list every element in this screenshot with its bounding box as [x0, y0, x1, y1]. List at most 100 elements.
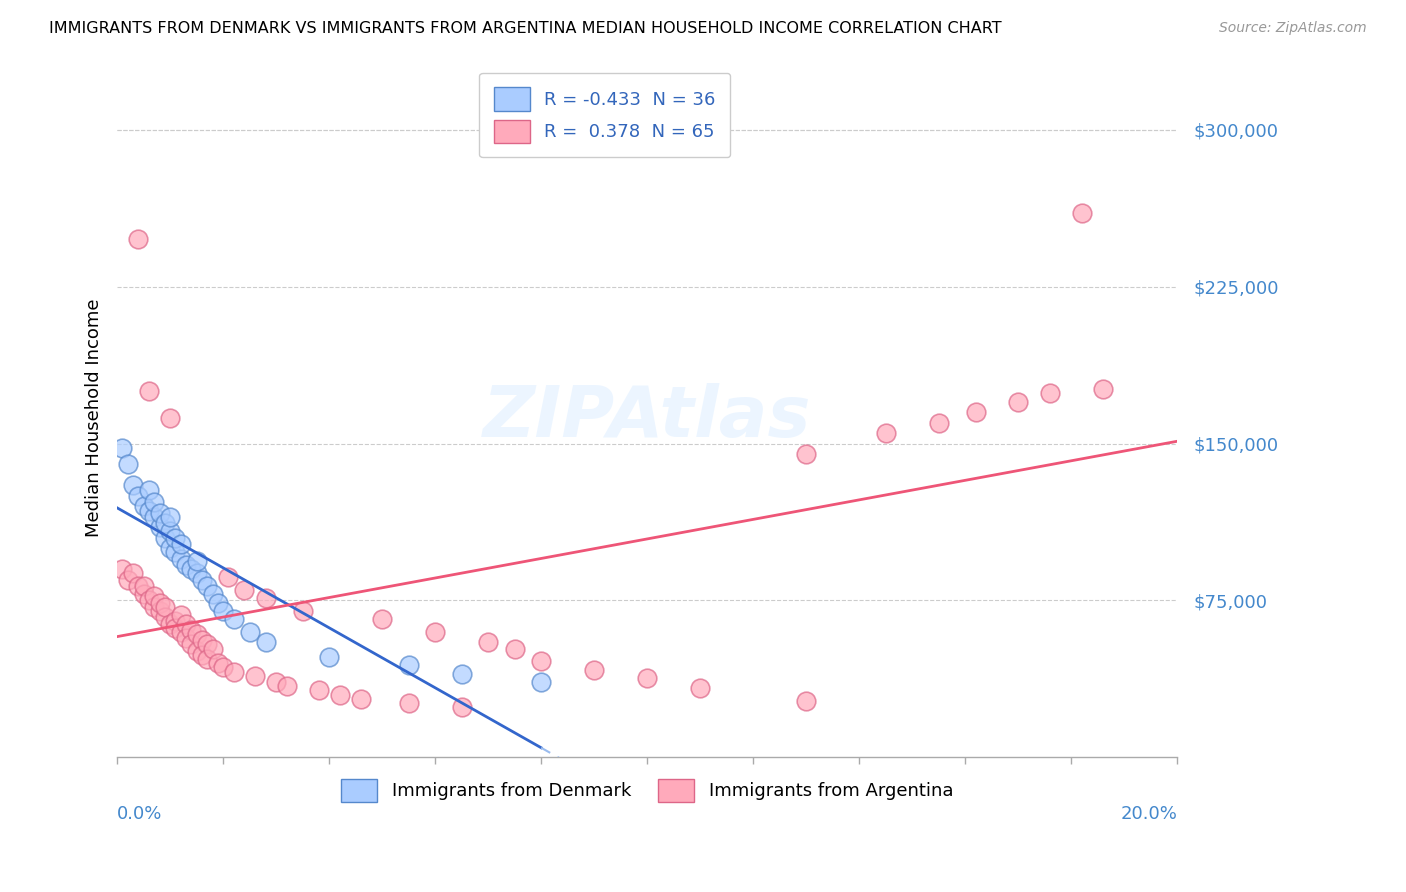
Point: [122, 478, 145, 492]
Point: [1007, 394, 1029, 409]
Point: [149, 506, 172, 520]
Point: [143, 509, 166, 524]
Point: [875, 426, 897, 441]
Point: [450, 700, 472, 714]
Point: [222, 612, 245, 626]
Point: [132, 579, 155, 593]
Text: 20.0%: 20.0%: [1121, 805, 1177, 823]
Point: [186, 554, 208, 568]
Point: [159, 509, 181, 524]
Point: [233, 582, 256, 597]
Point: [276, 679, 298, 693]
Point: [174, 631, 197, 645]
Point: [477, 635, 499, 649]
Point: [191, 648, 214, 662]
Point: [186, 643, 208, 657]
Point: [174, 558, 197, 572]
Point: [127, 231, 149, 245]
Point: [423, 624, 446, 639]
Point: [143, 599, 166, 614]
Point: [153, 516, 176, 530]
Point: [371, 612, 394, 626]
Point: [180, 562, 202, 576]
Point: [222, 665, 245, 679]
Point: [132, 500, 155, 514]
Point: [159, 411, 181, 425]
Point: [583, 663, 606, 677]
Y-axis label: Median Household Income: Median Household Income: [86, 298, 103, 537]
Point: [186, 627, 208, 641]
Point: [138, 483, 160, 497]
Point: [207, 596, 229, 610]
Point: [398, 696, 420, 710]
Point: [308, 683, 330, 698]
Point: [153, 531, 176, 545]
Point: [170, 608, 193, 623]
Point: [143, 495, 166, 509]
Point: [1070, 206, 1092, 220]
Point: [217, 570, 239, 584]
Point: [170, 551, 193, 566]
Point: [180, 623, 202, 637]
Point: [174, 616, 197, 631]
Point: [159, 616, 181, 631]
Point: [928, 416, 950, 430]
Point: [398, 658, 420, 673]
Point: [138, 384, 160, 399]
Point: [191, 573, 214, 587]
Point: [239, 624, 262, 639]
Point: [149, 604, 172, 618]
Text: 0.0%: 0.0%: [117, 805, 163, 823]
Point: [195, 637, 218, 651]
Point: [243, 669, 266, 683]
Point: [450, 666, 472, 681]
Text: ZIPAtlas: ZIPAtlas: [482, 383, 811, 452]
Point: [503, 641, 526, 656]
Point: [1091, 382, 1114, 396]
Point: [170, 537, 193, 551]
Point: [132, 587, 155, 601]
Point: [153, 599, 176, 614]
Point: [965, 405, 987, 419]
Point: [794, 694, 817, 708]
Point: [165, 545, 187, 559]
Point: [254, 591, 277, 606]
Point: [636, 671, 658, 685]
Point: [195, 579, 218, 593]
Point: [201, 641, 224, 656]
Point: [291, 604, 314, 618]
Point: [186, 566, 208, 581]
Point: [138, 503, 160, 517]
Point: [530, 654, 553, 668]
Text: Source: ZipAtlas.com: Source: ZipAtlas.com: [1219, 21, 1367, 36]
Point: [159, 541, 181, 556]
Point: [111, 441, 134, 455]
Point: [254, 635, 277, 649]
Point: [329, 688, 352, 702]
Point: [149, 520, 172, 534]
Point: [165, 621, 187, 635]
Point: [117, 458, 139, 472]
Point: [212, 660, 235, 674]
Point: [191, 633, 214, 648]
Point: [170, 624, 193, 639]
Point: [794, 447, 817, 461]
Point: [212, 604, 235, 618]
Point: [1039, 386, 1062, 401]
Point: [180, 637, 202, 651]
Point: [127, 489, 149, 503]
Point: [195, 652, 218, 666]
Point: [318, 650, 340, 665]
Point: [153, 610, 176, 624]
Point: [149, 596, 172, 610]
Point: [350, 691, 373, 706]
Point: [138, 593, 160, 607]
Point: [201, 587, 224, 601]
Point: [111, 562, 134, 576]
Text: IMMIGRANTS FROM DENMARK VS IMMIGRANTS FROM ARGENTINA MEDIAN HOUSEHOLD INCOME COR: IMMIGRANTS FROM DENMARK VS IMMIGRANTS FR…: [49, 21, 1002, 37]
Legend: Immigrants from Denmark, Immigrants from Argentina: Immigrants from Denmark, Immigrants from…: [326, 764, 967, 816]
Point: [207, 657, 229, 671]
Point: [165, 615, 187, 629]
Point: [159, 524, 181, 539]
Point: [165, 531, 187, 545]
